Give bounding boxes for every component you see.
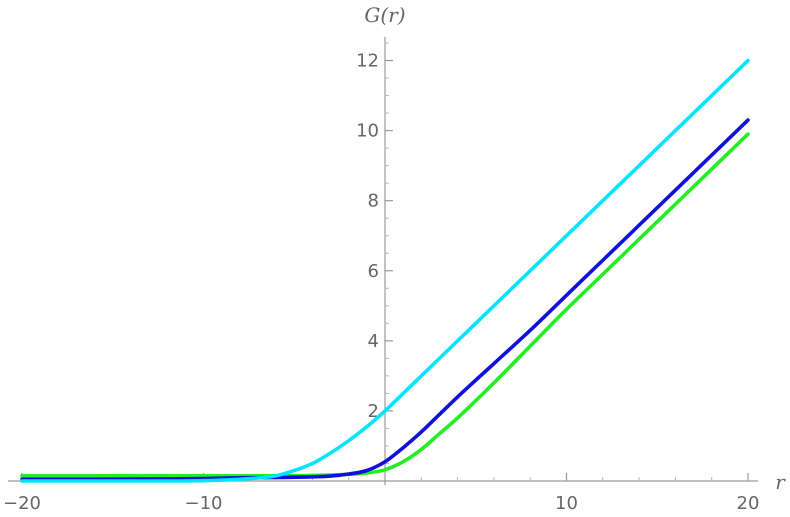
green-series-line — [20, 132, 750, 478]
y-tick-label: 10 — [356, 121, 379, 142]
y-tick-label: 2 — [368, 401, 379, 422]
series-group — [20, 58, 750, 483]
y-tick-label: 6 — [368, 261, 379, 282]
x-tick-label: −20 — [3, 493, 41, 514]
x-axis-title: r — [775, 470, 786, 494]
x-tick-label: 20 — [737, 493, 760, 514]
x-tick-label: −10 — [185, 493, 223, 514]
y-tick-label: 8 — [368, 191, 379, 212]
x-tick-label: 10 — [555, 493, 578, 514]
y-tick-label: 4 — [368, 331, 379, 352]
x-axis: −20 −10 10 20 — [3, 473, 759, 514]
cyan-series-line — [20, 58, 750, 483]
y-axis: 2 4 6 8 10 12 — [356, 37, 393, 485]
y-tick-label: 12 — [356, 51, 379, 72]
y-axis-title: G(r) — [364, 3, 405, 27]
blue-series-line — [20, 118, 750, 482]
